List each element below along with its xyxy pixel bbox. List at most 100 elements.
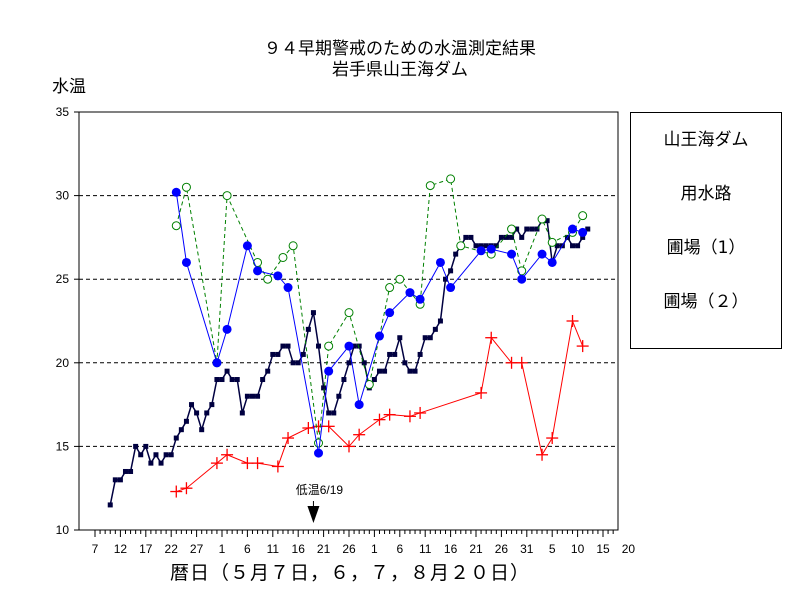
y-tick-label: 15 bbox=[56, 439, 70, 453]
data-point-series-1 bbox=[170, 485, 183, 498]
x-tick-label: 6 bbox=[244, 542, 251, 556]
data-point-series-3 bbox=[486, 244, 496, 254]
data-point-series-0 bbox=[153, 452, 159, 458]
data-point-series-0 bbox=[351, 343, 357, 349]
data-point-series-2 bbox=[288, 241, 298, 251]
x-tick-label: 26 bbox=[342, 542, 356, 556]
chart-title: ９４早期警戒のための水温測定結果 bbox=[264, 39, 536, 59]
data-point-series-3 bbox=[283, 283, 293, 293]
data-point-series-0 bbox=[473, 243, 479, 249]
data-point-series-0 bbox=[478, 243, 484, 249]
data-point-series-3 bbox=[344, 341, 354, 351]
data-point-series-0 bbox=[244, 393, 250, 399]
data-point-series-2 bbox=[517, 266, 527, 276]
data-point-series-0 bbox=[509, 234, 515, 240]
data-point-series-1 bbox=[353, 428, 366, 441]
data-point-series-2 bbox=[278, 252, 288, 262]
data-point-series-0 bbox=[107, 502, 113, 508]
data-point-series-0 bbox=[341, 377, 347, 383]
data-point-series-1 bbox=[546, 432, 559, 445]
legend-label-field2: 圃場（２） bbox=[663, 292, 749, 312]
y-tick-label: 35 bbox=[56, 105, 70, 119]
data-point-series-1 bbox=[414, 406, 427, 419]
data-point-series-0 bbox=[168, 452, 174, 458]
x-tick-label: 12 bbox=[114, 542, 128, 556]
data-point-series-3 bbox=[446, 283, 456, 293]
data-point-series-2 bbox=[547, 237, 557, 247]
data-point-series-0 bbox=[316, 343, 322, 349]
data-point-series-0 bbox=[143, 443, 149, 449]
data-point-series-0 bbox=[178, 427, 184, 433]
data-point-series-0 bbox=[295, 360, 301, 366]
data-point-series-1 bbox=[241, 457, 254, 470]
data-point-series-0 bbox=[392, 351, 398, 357]
data-point-series-0 bbox=[570, 243, 576, 249]
data-point-series-0 bbox=[407, 368, 413, 374]
data-point-series-2 bbox=[344, 308, 354, 318]
data-point-series-3 bbox=[242, 241, 252, 251]
data-point-series-0 bbox=[300, 351, 306, 357]
data-point-series-1 bbox=[373, 413, 386, 426]
data-point-series-0 bbox=[290, 360, 296, 366]
x-tick-label: 17 bbox=[139, 542, 153, 556]
data-point-series-0 bbox=[443, 276, 449, 282]
data-point-series-2 bbox=[171, 221, 181, 231]
data-point-series-3 bbox=[435, 257, 445, 267]
data-point-series-0 bbox=[305, 326, 311, 332]
data-point-series-0 bbox=[402, 360, 408, 366]
data-point-series-0 bbox=[133, 443, 139, 449]
data-point-series-1 bbox=[343, 440, 355, 453]
data-point-series-2 bbox=[456, 241, 466, 251]
data-point-series-2 bbox=[537, 214, 547, 224]
x-tick-label: 1 bbox=[371, 542, 378, 556]
data-point-series-0 bbox=[224, 368, 230, 374]
data-point-series-3 bbox=[405, 288, 415, 298]
data-point-series-1 bbox=[322, 420, 335, 433]
data-point-series-3 bbox=[324, 366, 334, 376]
data-point-series-0 bbox=[239, 410, 245, 416]
data-point-series-0 bbox=[148, 460, 154, 466]
data-point-series-1 bbox=[312, 420, 325, 433]
data-point-series-0 bbox=[397, 335, 403, 341]
data-point-series-0 bbox=[204, 410, 210, 416]
x-tick-label: 7 bbox=[92, 542, 99, 556]
data-point-series-3 bbox=[517, 274, 527, 284]
x-tick-label: 16 bbox=[292, 542, 306, 556]
data-point-series-0 bbox=[326, 410, 332, 416]
data-point-series-0 bbox=[183, 418, 189, 424]
y-tick-label: 25 bbox=[56, 272, 70, 286]
data-point-series-0 bbox=[112, 477, 118, 483]
y-axis-label: 水温 bbox=[52, 77, 86, 97]
data-point-series-1 bbox=[251, 457, 264, 470]
data-point-series-0 bbox=[524, 226, 530, 232]
data-point-series-0 bbox=[321, 385, 327, 391]
data-point-series-2 bbox=[263, 274, 273, 284]
data-point-series-0 bbox=[158, 460, 164, 466]
data-point-series-3 bbox=[314, 448, 324, 458]
x-tick-label: 15 bbox=[596, 542, 610, 556]
x-tick-label: 27 bbox=[190, 542, 204, 556]
data-point-series-0 bbox=[483, 243, 489, 249]
data-point-series-2 bbox=[181, 182, 191, 192]
data-point-series-1 bbox=[210, 457, 223, 470]
data-point-series-0 bbox=[544, 218, 550, 224]
legend-label-dam: 山王海ダム bbox=[663, 130, 749, 150]
data-point-series-0 bbox=[346, 360, 352, 366]
data-point-series-0 bbox=[493, 243, 499, 249]
data-point-series-0 bbox=[163, 452, 169, 458]
x-tick-label: 22 bbox=[165, 542, 179, 556]
data-point-series-0 bbox=[371, 377, 377, 383]
data-point-series-1 bbox=[271, 460, 284, 473]
data-point-series-0 bbox=[229, 377, 235, 383]
data-point-series-0 bbox=[214, 377, 220, 383]
data-point-series-0 bbox=[234, 377, 240, 383]
data-point-series-0 bbox=[453, 251, 459, 257]
data-point-series-0 bbox=[514, 226, 520, 232]
data-point-series-3 bbox=[354, 400, 364, 410]
data-point-series-1 bbox=[566, 315, 579, 327]
data-point-series-0 bbox=[280, 343, 286, 349]
data-point-series-3 bbox=[568, 224, 578, 234]
series-line-2 bbox=[175, 178, 584, 444]
data-point-series-0 bbox=[448, 268, 454, 274]
